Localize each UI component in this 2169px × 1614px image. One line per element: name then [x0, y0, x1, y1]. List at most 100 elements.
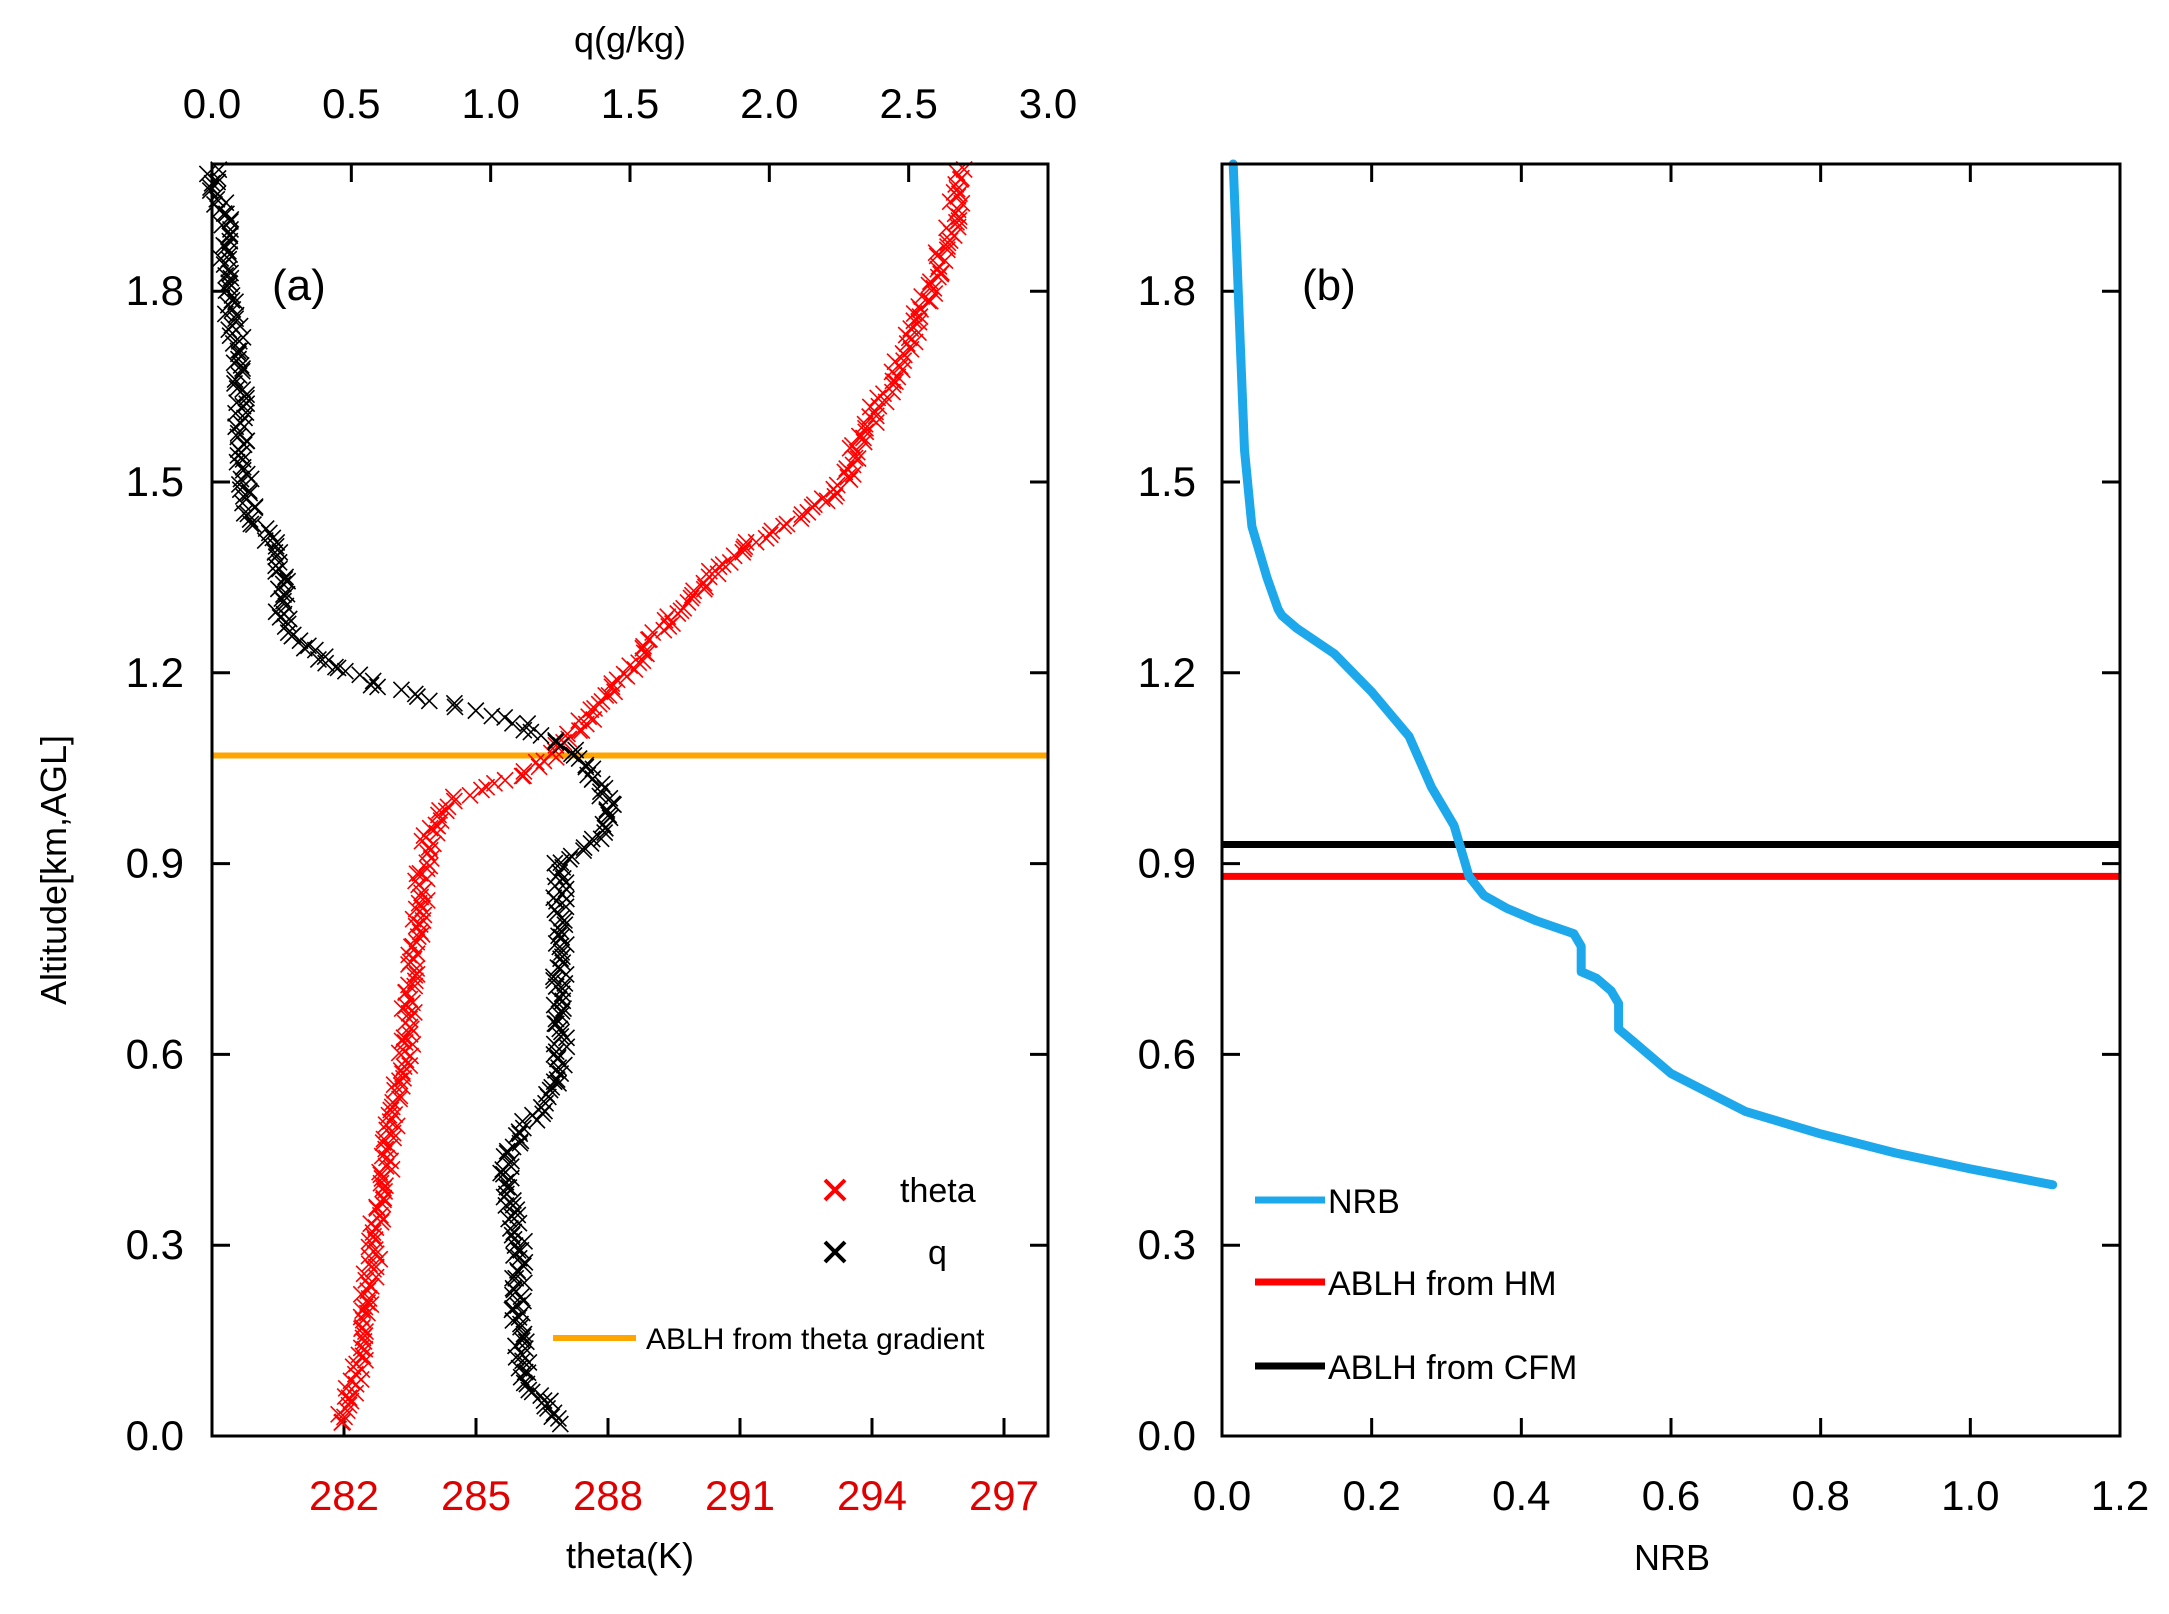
data-point — [549, 1074, 568, 1092]
data-point — [849, 449, 867, 468]
data-point — [554, 1000, 573, 1018]
y-tick-label: 0.3 — [1138, 1221, 1196, 1268]
data-point — [221, 264, 240, 282]
data-point — [257, 520, 275, 538]
data-point — [397, 983, 415, 1001]
data-point — [547, 1010, 565, 1028]
data-point — [278, 585, 296, 603]
data-point — [407, 900, 425, 918]
data-point — [886, 373, 905, 391]
data-point — [921, 292, 939, 310]
data-point — [408, 933, 426, 951]
data-point — [467, 702, 485, 720]
panel-b-ablh-lines — [1222, 841, 2120, 880]
data-point — [519, 715, 537, 733]
data-point — [391, 1090, 409, 1108]
data-point — [437, 802, 455, 820]
data-point — [267, 562, 285, 580]
data-point — [615, 665, 633, 683]
data-point — [913, 287, 931, 306]
data-point — [492, 1164, 510, 1182]
data-point — [557, 898, 575, 916]
data-point — [414, 899, 432, 918]
data-point — [552, 928, 570, 946]
data-point — [714, 556, 732, 574]
panel-a-tick-labels: 0.0 0.3 0.6 0.9 1.2 1.5 1.8 0.0 0.5 1.0 1.5 2.0 2.5 3… — [126, 80, 1078, 1519]
data-point — [233, 360, 252, 378]
data-point — [553, 943, 571, 961]
data-point — [503, 714, 522, 732]
top-tick-label: 1.5 — [601, 80, 659, 127]
data-point — [483, 707, 501, 725]
bottom-tick-label: 285 — [441, 1472, 511, 1519]
data-point — [424, 835, 442, 853]
data-point — [828, 476, 846, 494]
data-point — [608, 671, 626, 689]
data-point — [340, 1396, 358, 1414]
data-point — [446, 698, 464, 716]
data-point — [826, 487, 844, 505]
y-tick-label: 0.3 — [126, 1221, 184, 1268]
data-point — [547, 1015, 565, 1033]
data-point — [515, 762, 533, 781]
data-point — [938, 238, 957, 256]
data-point — [597, 686, 615, 705]
data-point — [634, 639, 652, 657]
data-point — [515, 1274, 533, 1292]
data-point — [818, 492, 836, 510]
data-point — [509, 1206, 527, 1224]
data-point — [895, 352, 913, 370]
data-point — [596, 819, 614, 837]
data-point — [553, 985, 571, 1003]
data-point — [429, 806, 448, 824]
data-point — [553, 948, 571, 966]
panel-a-top-axis-label: q(g/kg) — [574, 19, 686, 60]
data-point — [761, 526, 779, 544]
data-point — [384, 1129, 403, 1147]
data-point — [734, 543, 752, 561]
data-point — [736, 538, 754, 556]
data-point — [601, 789, 619, 807]
data-point — [552, 854, 570, 872]
series-line-NRB — [1228, 159, 2058, 1190]
bottom-tick-label: 282 — [309, 1472, 379, 1519]
y-tick-label: 0.0 — [126, 1412, 184, 1459]
x-tick-label: 1.0 — [1941, 1472, 1999, 1519]
data-point — [950, 185, 968, 203]
data-point — [395, 1057, 413, 1076]
data-point — [354, 1302, 372, 1320]
panel-b-ticks — [1220, 164, 2122, 1438]
y-tick-label: 1.2 — [126, 649, 184, 696]
data-point — [836, 463, 854, 481]
data-point — [557, 874, 575, 892]
panel-b-plot-frame — [1220, 162, 2122, 1438]
data-point — [502, 1152, 521, 1170]
data-point — [337, 1379, 355, 1397]
top-tick-label: 2.0 — [740, 80, 798, 127]
top-tick-label: 0.0 — [183, 80, 241, 127]
data-point — [856, 419, 875, 437]
data-point — [267, 603, 285, 621]
data-point — [385, 1076, 403, 1094]
data-point — [411, 864, 429, 882]
data-point — [403, 994, 422, 1012]
data-point — [867, 407, 885, 425]
data-point — [408, 865, 426, 883]
data-point — [444, 788, 462, 806]
data-point — [223, 291, 241, 309]
data-point — [735, 540, 753, 558]
y-tick-label: 1.8 — [1138, 267, 1196, 314]
data-point — [382, 1152, 400, 1170]
data-point — [401, 1025, 419, 1043]
data-point — [496, 771, 514, 789]
data-point — [938, 241, 956, 259]
legend-label-ablh: ABLH from theta gradient — [646, 1323, 985, 1356]
data-point — [747, 533, 765, 551]
legend-label-2: ABLH from CFM — [1328, 1349, 1577, 1387]
data-point — [582, 701, 600, 719]
y-tick-label: 1.2 — [1138, 649, 1196, 696]
data-point — [502, 1158, 520, 1176]
data-point — [513, 767, 531, 785]
data-point — [390, 1044, 408, 1062]
